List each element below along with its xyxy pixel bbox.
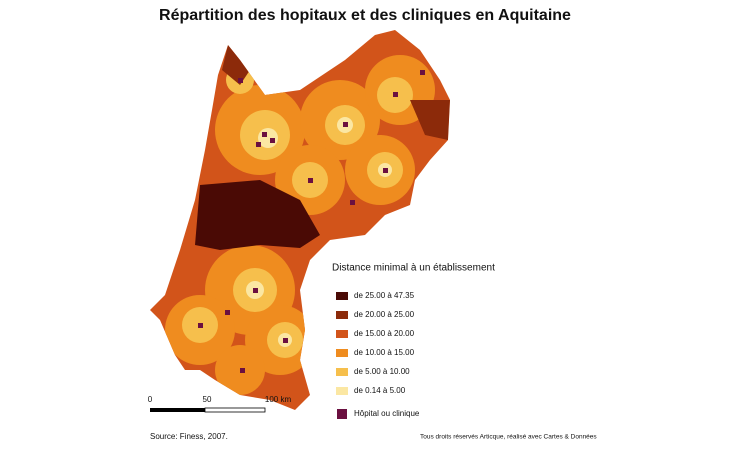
legend: Distance minimal à un établissement de 2…	[332, 263, 495, 419]
legend-swatch	[336, 330, 348, 338]
legend-swatch	[336, 349, 348, 357]
legend-label: Hôpital ou clinique	[354, 409, 420, 418]
scale-label: 100 km	[265, 395, 292, 404]
scale-label: 50	[203, 395, 212, 404]
map-title: Répartition des hopitaux et des clinique…	[159, 7, 571, 24]
source: Source: Finess, 2007.	[150, 432, 228, 441]
map	[150, 30, 450, 410]
scale-bar: 0 50 100 km	[148, 395, 292, 413]
legend-label: de 5.00 à 10.00	[354, 367, 410, 376]
legend-swatch	[336, 292, 348, 300]
legend-swatch	[336, 387, 348, 395]
legend-label: de 10.00 à 15.00	[354, 348, 415, 357]
legend-label: de 15.00 à 20.00	[354, 329, 415, 338]
credits: Tous droits réservés Articque, réalisé a…	[420, 434, 597, 441]
legend-label: de 20.00 à 25.00	[354, 310, 415, 319]
scale-label: 0	[148, 395, 153, 404]
legend-label: de 0.14 à 5.00	[354, 386, 406, 395]
legend-swatch	[336, 368, 348, 376]
legend-label: de 25.00 à 47.35	[354, 291, 415, 300]
legend-marker	[337, 409, 347, 419]
legend-title: Distance minimal à un établissement	[332, 263, 495, 274]
legend-swatch	[336, 311, 348, 319]
